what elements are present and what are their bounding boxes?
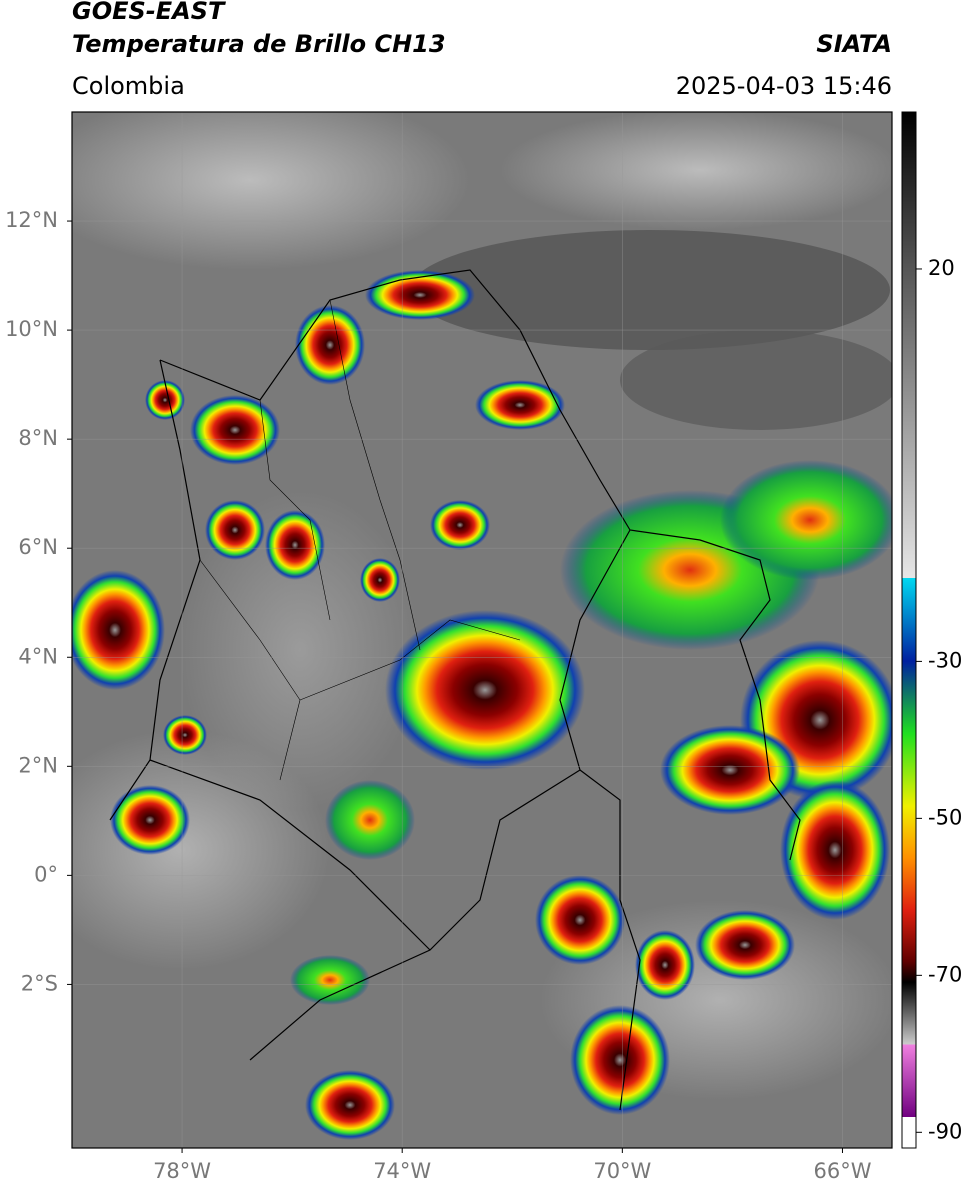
- colorbar: [901, 111, 917, 1149]
- lat-tick-label: 4°N: [18, 644, 58, 668]
- lat-tick-label: 12°N: [5, 208, 58, 232]
- colorbar-tick-label: -90: [928, 1119, 962, 1143]
- lat-tick-label: 0°: [34, 862, 58, 886]
- colorbar-tick-label: -70: [928, 962, 962, 986]
- colorbar-tick-label: -50: [928, 805, 962, 829]
- title-line1: GOES-EAST: [72, 0, 226, 25]
- title-line2: Temperatura de Brillo CH13: [72, 30, 446, 58]
- lat-tick-label: 8°N: [18, 426, 58, 450]
- datetime: 2025-04-03 15:46: [676, 72, 892, 100]
- satellite-image: [72, 112, 892, 1148]
- lon-tick-label: 66°W: [813, 1159, 871, 1183]
- lon-tick-label: 74°W: [373, 1159, 431, 1183]
- colorbar-tick-label: -30: [928, 648, 962, 672]
- lat-tick-label: 2°S: [21, 971, 58, 995]
- map-frame: [71, 111, 893, 1149]
- region: Colombia: [72, 72, 185, 100]
- lat-tick-label: 6°N: [18, 535, 58, 559]
- source: SIATA: [816, 30, 892, 58]
- lat-tick-label: 2°N: [18, 753, 58, 777]
- gridlines: [72, 112, 892, 1148]
- lon-tick-label: 78°W: [153, 1159, 211, 1183]
- sub-borders: [199, 299, 521, 781]
- colorbar-tick-label: 20: [928, 256, 955, 280]
- lon-tick-label: 70°W: [593, 1159, 651, 1183]
- lat-tick-label: 10°N: [5, 317, 58, 341]
- borders: [109, 269, 801, 1111]
